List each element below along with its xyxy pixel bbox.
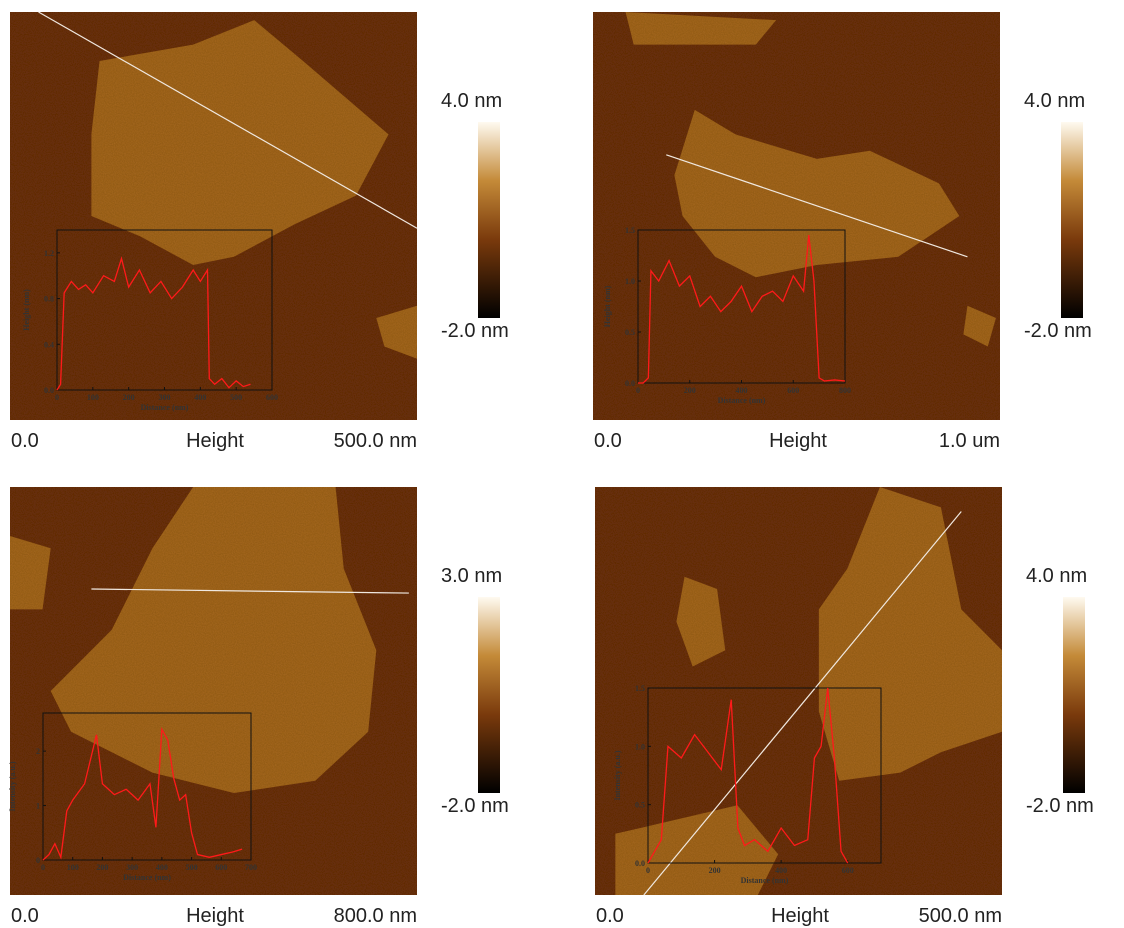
x-end: 800.0 nm [334,905,417,927]
channel: Height [769,430,827,452]
flake [963,305,996,347]
inset-frame [42,712,252,861]
colorbar [1063,597,1085,793]
x-axis-label: Distance (nm) [141,403,189,412]
x-tick-label: 300 [159,393,171,402]
y-tick-label: 0.8 [44,295,54,304]
afm-panel: 4.0 nm -2.0 nm 0.0 Height 500.0 nm 0 200 400 600… [595,487,1094,927]
x-tick-label: 200 [709,866,721,875]
flake [91,20,389,265]
height-profile [42,727,243,861]
flake [676,576,726,667]
flake [625,12,777,45]
afm-image [10,487,417,895]
x-tick-label: 0 [41,863,45,872]
x-tick-label: 800 [839,386,851,395]
y-tick-label: 1.5 [625,226,635,235]
y-axis-label: Height (nm) [22,289,31,331]
x-tick-label: 100 [67,863,79,872]
scale-max: 4.0 nm [1026,565,1087,587]
x-tick-label: 100 [87,393,99,402]
x-start: 0.0 [594,430,622,452]
y-tick-label: 1 [36,802,40,811]
afm-panel: 4.0 nm -2.0 nm 0.0 Height 500.0 nm 0 100 200 300… [10,11,509,452]
x-tick-label: 700 [245,863,257,872]
x-start: 0.0 [11,430,39,452]
y-tick-label: 0.5 [625,328,635,337]
x-tick-label: 400 [156,863,168,872]
afm-image [10,12,417,420]
scale-min: -2.0 nm [441,795,509,817]
flake [10,535,51,610]
scan-line [38,11,418,229]
x-tick-label: 600 [215,863,227,872]
channel: Height [186,905,244,927]
scan-line [666,154,968,258]
x-axis-label: Distance (nm) [718,396,766,405]
x-end: 500.0 nm [334,430,417,452]
x-tick-label: 600 [787,386,799,395]
afm-image [593,12,1000,420]
x-tick-label: 400 [775,866,787,875]
scale-max: 3.0 nm [441,565,502,587]
y-tick-label: 0.4 [44,340,54,349]
colorbar [478,122,500,318]
height-profile [638,235,846,384]
scale-min: -2.0 nm [441,320,509,342]
scale-max: 4.0 nm [1024,90,1085,112]
afm-panel: 4.0 nm -2.0 nm 0.0 Height 1.0 um 0 200 400 600 80… [593,12,1092,452]
y-tick-label: 2 [36,747,40,756]
afm-image [595,487,1002,895]
flake [50,487,377,793]
colorbar [1061,122,1083,318]
x-tick-label: 200 [123,393,135,402]
x-tick-label: 200 [684,386,696,395]
x-axis-label: Distance (nm) [123,873,171,882]
y-tick-label: 1.2 [44,249,54,258]
y-tick-label: 1.5 [635,684,645,693]
inset-frame [647,687,882,864]
height-profile [56,256,251,391]
colorbar [478,597,500,793]
flake [674,109,960,278]
x-end: 1.0 um [939,430,1000,452]
y-tick-label: 0 [36,856,40,865]
channel: Height [186,430,244,452]
scale-max: 4.0 nm [441,90,502,112]
y-axis-label: Height (nm) [603,285,612,327]
x-tick-label: 0 [55,393,59,402]
x-tick-label: 500 [186,863,198,872]
x-tick-label: 600 [842,866,854,875]
x-start: 0.0 [596,905,624,927]
y-axis-label: Intensity (a.u.) [613,750,622,800]
x-tick-label: 400 [736,386,748,395]
y-tick-label: 1.0 [625,277,635,286]
x-tick-label: 600 [266,393,278,402]
x-tick-label: 300 [126,863,138,872]
x-axis-label: Distance (nm) [741,876,789,885]
x-tick-label: 400 [194,393,206,402]
x-end: 500.0 nm [919,905,1002,927]
height-profile [647,687,849,864]
y-tick-label: 0.0 [635,859,645,868]
afm-panel: 3.0 nm -2.0 nm 0.0 Height 800.0 nm 0 100 200 300… [8,487,509,927]
y-tick-label: 1.0 [635,742,645,751]
y-tick-label: 0.0 [44,386,54,395]
scale-min: -2.0 nm [1026,795,1094,817]
x-tick-label: 200 [96,863,108,872]
scan-line [91,588,409,594]
channel: Height [771,905,829,927]
scan-line [643,511,962,896]
scale-min: -2.0 nm [1024,320,1092,342]
x-tick-label: 0 [636,386,640,395]
y-tick-label: 0.5 [635,801,645,810]
x-tick-label: 500 [230,393,242,402]
flake [376,305,417,359]
x-start: 0.0 [11,905,39,927]
y-axis-label: Intensity (a.u.) [8,761,17,811]
x-tick-label: 0 [646,866,650,875]
y-tick-label: 0.0 [625,379,635,388]
flake [818,487,1002,781]
